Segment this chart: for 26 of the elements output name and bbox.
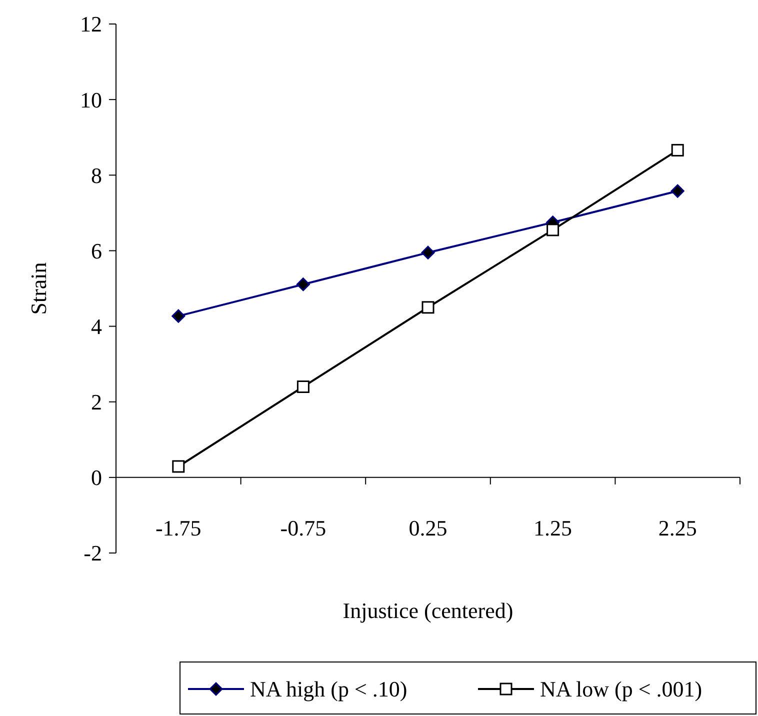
x-tick-label: -0.75 bbox=[280, 515, 326, 540]
x-tick-label: 0.25 bbox=[408, 515, 448, 540]
y-tick-label: 12 bbox=[80, 12, 102, 37]
legend-label: NA high (p < .10) bbox=[250, 676, 408, 702]
y-tick-label: 2 bbox=[91, 390, 102, 415]
y-tick-label: 0 bbox=[91, 465, 102, 490]
y-tick-label: 8 bbox=[91, 162, 102, 188]
legend-label: NA low (p < .001) bbox=[540, 676, 702, 702]
y-tick-label: -2 bbox=[84, 540, 102, 566]
point bbox=[422, 301, 434, 314]
point bbox=[172, 460, 185, 473]
x-tick-label: 1.25 bbox=[534, 515, 572, 540]
point bbox=[296, 380, 310, 393]
y-tick-label: 6 bbox=[91, 238, 102, 264]
y-tick-label: 10 bbox=[80, 87, 102, 112]
x-axis-title: Injustice (centered) bbox=[342, 598, 514, 623]
x-tick-label: -1.75 bbox=[155, 515, 202, 540]
point bbox=[296, 278, 310, 292]
x-tick-label: 2.25 bbox=[658, 515, 697, 540]
y-axis-title: Strain bbox=[26, 262, 51, 315]
point bbox=[546, 224, 560, 236]
point bbox=[172, 309, 186, 323]
y-tick-label: 4 bbox=[91, 314, 102, 339]
point bbox=[421, 246, 435, 260]
point bbox=[670, 184, 684, 198]
point bbox=[671, 144, 684, 156]
